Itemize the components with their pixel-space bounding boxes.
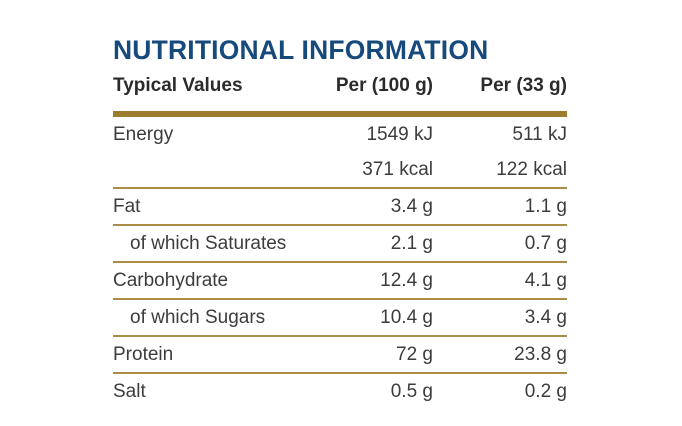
row-label: Salt <box>113 381 146 402</box>
value-per-33g: 23.8 g <box>433 336 567 374</box>
value-per-33g: 122 kcal <box>433 152 567 189</box>
table-row: Energy 1549 kJ 511 kJ <box>113 114 567 152</box>
table-row: of which Saturates 2.1 g 0.7 g <box>113 225 567 263</box>
table-row: Salt 0.5 g 0.2 g <box>113 373 567 409</box>
row-label: of which Sugars <box>113 299 313 337</box>
row-label: Energy <box>113 124 174 145</box>
table-row: Carbohydrate 12.4 g 4.1 g <box>113 262 567 300</box>
row-label: Protein <box>113 336 313 374</box>
column-header-per-33g: Per (33 g) <box>433 76 567 117</box>
value-per-100g: 2.1 g <box>313 225 433 263</box>
column-header-typical-values: Typical Values <box>113 76 313 117</box>
nutrition-panel: NUTRITIONAL INFORMATION Typical Values P… <box>113 37 567 409</box>
value-per-33g: 0.7 g <box>433 225 567 263</box>
value-per-100g: 10.4 g <box>313 299 433 337</box>
row-label: of which Saturates <box>113 225 313 263</box>
table-row: Fat 3.4 g 1.1 g <box>113 188 567 226</box>
row-label: Carbohydrate <box>113 262 313 300</box>
value-per-33g: 0.2 g <box>524 381 567 402</box>
value-per-33g: 511 kJ <box>512 124 567 145</box>
table-header-row: Typical Values Per (100 g) Per (33 g) <box>113 76 567 117</box>
value-per-33g: 3.4 g <box>433 299 567 337</box>
row-label <box>113 152 313 189</box>
page-title: NUTRITIONAL INFORMATION <box>113 35 489 65</box>
table-body: Energy 1549 kJ 511 kJ 371 kcal 122 kcal Fat 3.… <box>113 114 567 409</box>
row-label: Fat <box>113 188 313 226</box>
table-row: of which Sugars 10.4 g 3.4 g <box>113 299 567 337</box>
value-per-33g: 4.1 g <box>433 262 567 300</box>
value-per-100g: 0.5 g <box>390 381 433 402</box>
column-header-per-100g: Per (100 g) <box>313 76 433 117</box>
value-per-100g: 371 kcal <box>313 152 433 189</box>
value-per-100g: 72 g <box>313 336 433 374</box>
table-row: 371 kcal 122 kcal <box>113 152 567 189</box>
nutrition-table: Typical Values Per (100 g) Per (33 g) En… <box>113 76 567 409</box>
value-per-100g: 12.4 g <box>313 262 433 300</box>
value-per-33g: 1.1 g <box>433 188 567 226</box>
value-per-100g: 3.4 g <box>313 188 433 226</box>
table-row: Protein 72 g 23.8 g <box>113 336 567 374</box>
value-per-100g: 1549 kJ <box>366 124 433 145</box>
